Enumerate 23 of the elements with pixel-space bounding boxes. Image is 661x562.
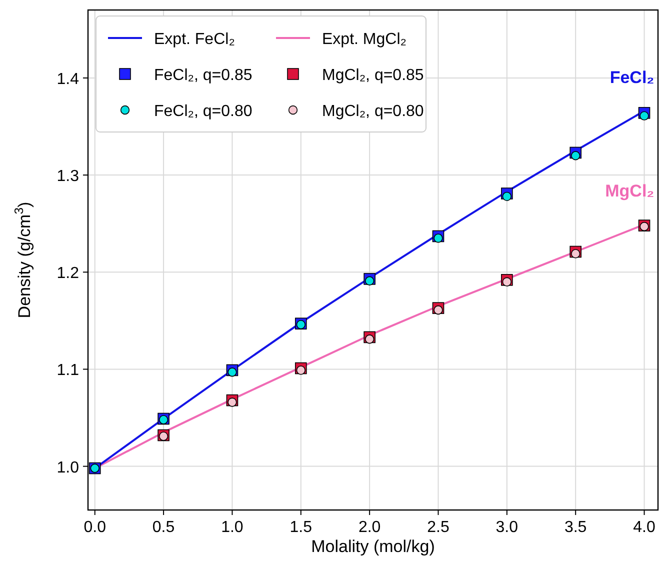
legend-label: MgCl₂, q=0.80: [322, 103, 424, 120]
legend-label: Expt. FeCl₂: [154, 31, 235, 48]
y-tick-label: 1.4: [56, 70, 80, 88]
legend-label: FeCl₂, q=0.80: [154, 103, 252, 120]
y-tick-label: 1.1: [56, 362, 80, 380]
x-tick-label: 3.5: [564, 519, 587, 536]
x-tick-label: 3.0: [496, 519, 518, 536]
legend-label: Expt. MgCl₂: [322, 31, 406, 48]
y-tick-label: 1.2: [56, 265, 80, 282]
x-tick-label: 2.5: [427, 519, 450, 536]
annotation: FeCl₂: [610, 68, 654, 87]
x-tick-label: 1.0: [221, 519, 244, 536]
annotation: MgCl₂: [605, 182, 654, 201]
x-axis-title: Molality (mol/kg): [311, 537, 435, 556]
legend-label: FeCl₂, q=0.85: [154, 67, 252, 84]
x-tick-label: 1.5: [290, 519, 312, 536]
y-tick-label: 1.0: [56, 459, 80, 476]
x-tick-label: 0.5: [152, 519, 175, 536]
y-tick-label: 1.3: [56, 168, 80, 186]
legend-label: MgCl₂, q=0.85: [322, 67, 424, 84]
x-tick-label: 4.0: [633, 519, 656, 536]
x-tick-label: 0.0: [84, 519, 106, 536]
x-tick-label: 2.0: [358, 519, 381, 536]
